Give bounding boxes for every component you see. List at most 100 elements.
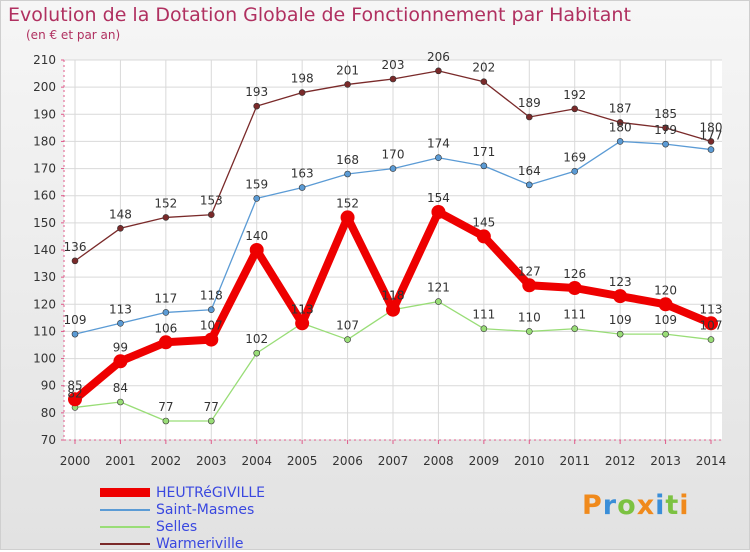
logo-letter: i (679, 490, 690, 521)
data-label: 203 (382, 58, 405, 72)
x-tick-label: 2005 (287, 454, 318, 468)
data-point (249, 243, 264, 257)
data-label: 140 (245, 229, 268, 243)
data-label: 148 (109, 207, 132, 221)
data-label: 177 (700, 129, 723, 143)
data-label: 118 (382, 289, 405, 303)
y-tick-label: 210 (33, 53, 56, 67)
data-point (616, 119, 624, 126)
x-tick-label: 2003 (196, 454, 227, 468)
data-label: 107 (200, 319, 223, 333)
x-tick-label: 2002 (151, 454, 182, 468)
data-label: 168 (336, 153, 359, 167)
legend-item: HEUTRéGIVILLE (100, 484, 265, 501)
data-label: 202 (472, 61, 495, 75)
data-label: 180 (700, 120, 723, 134)
data-point (344, 81, 351, 88)
y-tick-label: 170 (33, 162, 56, 176)
data-label: 189 (518, 96, 541, 110)
data-label: 201 (336, 63, 359, 77)
data-label: 126 (563, 267, 586, 281)
data-label: 111 (472, 308, 495, 322)
x-tick-label: 2011 (559, 454, 590, 468)
chart-subtitle: (en € et par an) (26, 28, 121, 42)
x-tick-label: 2004 (241, 454, 272, 468)
data-point (525, 328, 533, 335)
data-label: 153 (200, 194, 223, 208)
data-point (613, 289, 628, 304)
logo-letter: P (582, 490, 603, 521)
data-point (162, 417, 170, 425)
data-point (295, 316, 310, 331)
y-tick-label: 130 (33, 270, 56, 284)
y-tick-label: 160 (33, 189, 56, 203)
legend-label: Warmeriville (156, 535, 244, 552)
data-label: 179 (654, 123, 677, 137)
legend-swatch (100, 525, 150, 528)
data-label: 174 (427, 137, 450, 151)
data-label: 136 (64, 240, 87, 254)
legend-item: Saint-Masmes (100, 501, 265, 518)
data-point (522, 278, 537, 293)
logo-letter: t (665, 490, 680, 521)
y-tick-label: 190 (33, 107, 56, 121)
data-label: 118 (200, 289, 223, 303)
x-tick-label: 2013 (650, 454, 681, 468)
data-point (158, 335, 173, 350)
chart-title: Evolution de la Dotation Globale de Fonc… (8, 4, 631, 26)
data-label: 159 (245, 177, 268, 191)
data-point (207, 211, 215, 219)
data-label: 102 (245, 332, 268, 346)
data-point (435, 154, 442, 162)
x-tick-label: 2010 (514, 454, 545, 468)
data-label: 180 (609, 120, 632, 134)
data-label: 171 (472, 145, 495, 159)
data-point (431, 205, 446, 219)
data-point (113, 354, 128, 369)
data-label: 192 (563, 88, 586, 102)
data-label: 107 (700, 319, 723, 333)
data-label: 154 (427, 191, 450, 205)
data-point (71, 330, 79, 338)
data-point (117, 398, 124, 406)
data-label: 145 (472, 215, 495, 229)
data-point (525, 113, 533, 121)
data-label: 111 (563, 308, 586, 322)
data-point (71, 257, 79, 265)
data-label: 110 (518, 310, 541, 324)
data-label: 163 (291, 167, 314, 181)
data-point (386, 302, 400, 317)
data-label: 84 (113, 381, 128, 395)
data-label: 121 (427, 281, 450, 295)
y-tick-label: 110 (33, 324, 56, 338)
data-point (389, 75, 397, 83)
data-label: 109 (654, 313, 677, 327)
data-point (707, 336, 715, 343)
x-tick-label: 2007 (378, 454, 409, 468)
data-point (571, 325, 579, 333)
data-point (298, 184, 306, 191)
data-label: 99 (113, 340, 128, 354)
data-label: 206 (427, 50, 450, 64)
data-point (435, 67, 442, 75)
data-label: 113 (291, 302, 314, 316)
logo-letter: x (636, 490, 656, 521)
data-label: 82 (67, 386, 82, 400)
data-label: 118 (382, 289, 405, 303)
data-point (480, 78, 488, 86)
data-point (707, 138, 715, 145)
data-point (707, 146, 715, 153)
data-point (704, 316, 718, 331)
data-point (253, 102, 261, 110)
data-point (162, 309, 170, 316)
y-tick-label: 90 (41, 379, 56, 393)
legend-label: Saint-Masmes (156, 501, 255, 518)
logo-letter: i (655, 490, 666, 521)
data-point (662, 124, 669, 132)
data-point (253, 349, 261, 357)
data-label: 109 (609, 313, 632, 327)
data-label: 169 (563, 150, 586, 164)
x-tick-label: 2001 (105, 454, 136, 468)
